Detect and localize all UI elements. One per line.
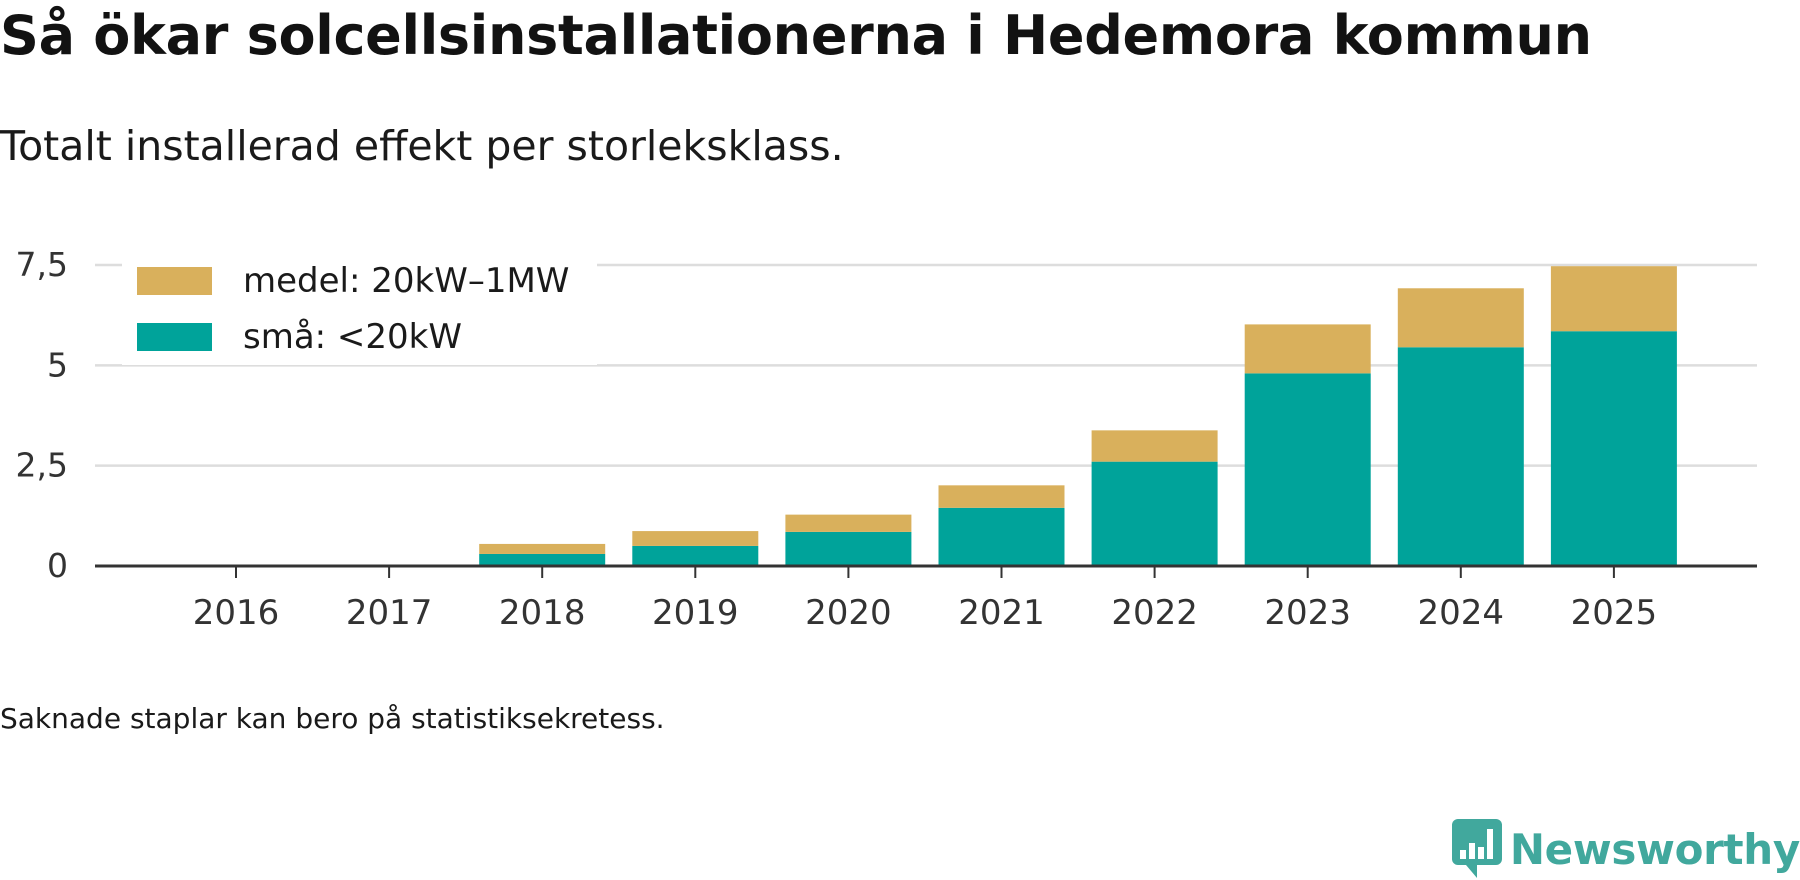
x-tick-label: 2023 [1264,593,1351,633]
legend-swatch [137,267,212,295]
x-tick-label: 2018 [499,593,586,633]
y-tick-label: 7,5 [16,245,68,284]
y-tick-label: 0 [47,546,68,585]
y-tick-label: 5 [47,345,68,384]
bar-segment [938,507,1065,566]
newsworthy-logo-icon [1451,819,1502,878]
bar-segment [1244,373,1371,566]
legend-label: medel: 20kW–1MW [243,261,569,301]
legend-swatch [137,323,212,351]
bar-segment [479,543,606,554]
footnote: Saknade staplar kan bero på statistiksek… [0,702,665,735]
x-tick-label: 2020 [805,593,892,633]
bar-segment [479,553,606,566]
bar-segment [1550,331,1677,566]
bar-segment [1397,288,1524,348]
bar-segment [632,531,759,546]
x-tick-label: 2025 [1571,593,1658,633]
brand-name: Newsworthy [1509,824,1800,874]
bar-segment [938,485,1065,508]
x-tick-label: 2016 [193,593,280,633]
bar-segment [1244,324,1371,374]
stacked-bar-chart: 0 2,5 5 7,5 2016 2017 2018 2019 2020 2021 2022 2023… [16,245,1757,633]
x-tick-label: 2021 [958,593,1045,633]
bar-segment [785,531,912,566]
x-tick-label: 2024 [1418,593,1505,633]
x-tick-label: 2022 [1111,593,1198,633]
brand-logo: Newsworthy [1451,818,1800,880]
bar-segment [785,514,912,532]
x-tick-label: 2019 [652,593,739,633]
x-tick-label: 2017 [346,593,433,633]
bar-segment [1550,266,1677,332]
legend-label: små: <20kW [243,317,462,357]
chart-title: Så ökar solcellsinstallationerna i Hedem… [0,4,1592,67]
bar-segment [1397,347,1524,566]
bar-segment [1091,461,1218,566]
bar-segment [632,545,759,566]
chart-subtitle: Totalt installerad effekt per storlekskl… [0,122,844,170]
y-tick-label: 2,5 [16,446,68,485]
bar-segment [1091,430,1218,462]
